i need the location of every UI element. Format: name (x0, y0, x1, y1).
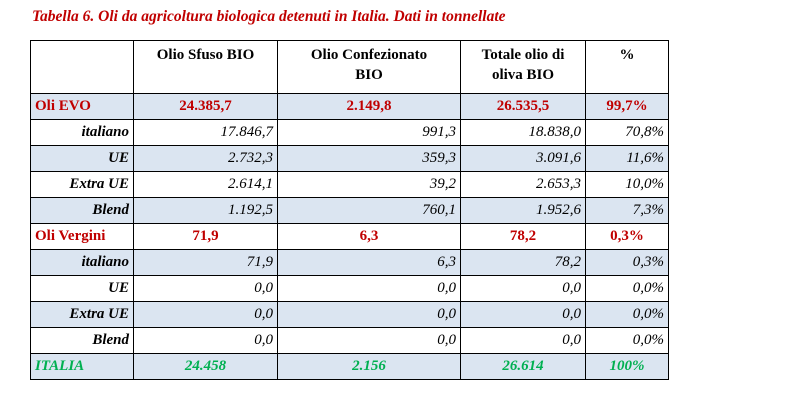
header-cell: Olio Confezionato BIO (277, 40, 461, 94)
table-row: Blend 0,0 0,0 0,0 0,0% (30, 327, 669, 354)
table-cell: 991,3 (277, 119, 461, 146)
table-cell: 359,3 (277, 145, 461, 172)
table-row: Extra UE 2.614,1 39,2 2.653,3 10,0% (30, 171, 669, 198)
header-cell: Totale olio di oliva BIO (460, 40, 586, 94)
table-row: Oli Vergini 71,9 6,3 78,2 0,3% (30, 223, 669, 250)
row-label: italiano (30, 119, 134, 146)
table-cell: 71,9 (133, 223, 278, 250)
table-cell: 2.149,8 (277, 93, 461, 120)
table-cell: 760,1 (277, 197, 461, 224)
table-cell: 6,3 (277, 249, 461, 276)
table-cell: 17.846,7 (133, 119, 278, 146)
table-row: UE 2.732,3 359,3 3.091,6 11,6% (30, 145, 669, 172)
header-cell: Olio Sfuso BIO (133, 40, 278, 94)
header-cell (30, 40, 134, 94)
data-table: Olio Sfuso BIO Olio Confezionato BIO Total… (30, 40, 669, 380)
table-cell: 1.192,5 (133, 197, 278, 224)
table-cell: 24.385,7 (133, 93, 278, 120)
row-label: Extra UE (30, 301, 134, 328)
table-cell: 2.653,3 (460, 171, 586, 198)
table-row: Blend 1.192,5 760,1 1.952,6 7,3% (30, 197, 669, 224)
table-cell: 0,0 (277, 327, 461, 354)
table-cell: 0,0 (133, 301, 278, 328)
table-cell: 0,0% (585, 301, 669, 328)
table-cell: 1.952,6 (460, 197, 586, 224)
header-cell: % (585, 40, 669, 94)
table-cell: 7,3% (585, 197, 669, 224)
row-label: ITALIA (30, 353, 134, 380)
table-cell: 71,9 (133, 249, 278, 276)
table-row: UE 0,0 0,0 0,0 0,0% (30, 275, 669, 302)
table-cell: 26.614 (460, 353, 586, 380)
table-row: ITALIA 24.458 2.156 26.614 100% (30, 353, 669, 380)
row-label: italiano (30, 249, 134, 276)
table-cell: 78,2 (460, 223, 586, 250)
row-label: UE (30, 275, 134, 302)
table-cell: 6,3 (277, 223, 461, 250)
header-row: Olio Sfuso BIO Olio Confezionato BIO Total… (30, 40, 669, 94)
table-cell: 39,2 (277, 171, 461, 198)
table-cell: 99,7% (585, 93, 669, 120)
table-cell: 26.535,5 (460, 93, 586, 120)
table-cell: 11,6% (585, 145, 669, 172)
table-row: Oli EVO 24.385,7 2.149,8 26.535,5 99,7% (30, 93, 669, 120)
row-label: Oli Vergini (30, 223, 134, 250)
table-row: Extra UE 0,0 0,0 0,0 0,0% (30, 301, 669, 328)
row-label: Oli EVO (30, 93, 134, 120)
table-cell: 18.838,0 (460, 119, 586, 146)
table-cell: 0,3% (585, 223, 669, 250)
table-cell: 78,2 (460, 249, 586, 276)
row-label: Blend (30, 327, 134, 354)
table-cell: 2.732,3 (133, 145, 278, 172)
table-row: italiano 71,9 6,3 78,2 0,3% (30, 249, 669, 276)
table-cell: 0,0 (277, 301, 461, 328)
table-cell: 0,0 (460, 275, 586, 302)
table-cell: 2.156 (277, 353, 461, 380)
table-cell: 0,0 (133, 327, 278, 354)
table-cell: 100% (585, 353, 669, 380)
table-row: italiano 17.846,7 991,3 18.838,0 70,8% (30, 119, 669, 146)
table-cell: 0,0% (585, 327, 669, 354)
table-cell: 0,0 (460, 327, 586, 354)
row-label: Blend (30, 197, 134, 224)
table-cell: 0,0 (460, 301, 586, 328)
table-cell: 10,0% (585, 171, 669, 198)
table-cell: 0,3% (585, 249, 669, 276)
header-text: Totale olio di oliva BIO (481, 47, 565, 83)
table-cell: 0,0 (133, 275, 278, 302)
table-cell: 70,8% (585, 119, 669, 146)
header-text: Olio Sfuso BIO (156, 47, 255, 63)
table-cell: 3.091,6 (460, 145, 586, 172)
table-title: Tabella 6. Oli da agricoltura biologica … (32, 8, 506, 25)
row-label: UE (30, 145, 134, 172)
table-cell: 2.614,1 (133, 171, 278, 198)
table-cell: 0,0% (585, 275, 669, 302)
table-cell: 24.458 (133, 353, 278, 380)
header-text: Olio Confezionato BIO (310, 47, 428, 83)
table-cell: 0,0 (277, 275, 461, 302)
header-text: % (619, 47, 635, 63)
row-label: Extra UE (30, 171, 134, 198)
